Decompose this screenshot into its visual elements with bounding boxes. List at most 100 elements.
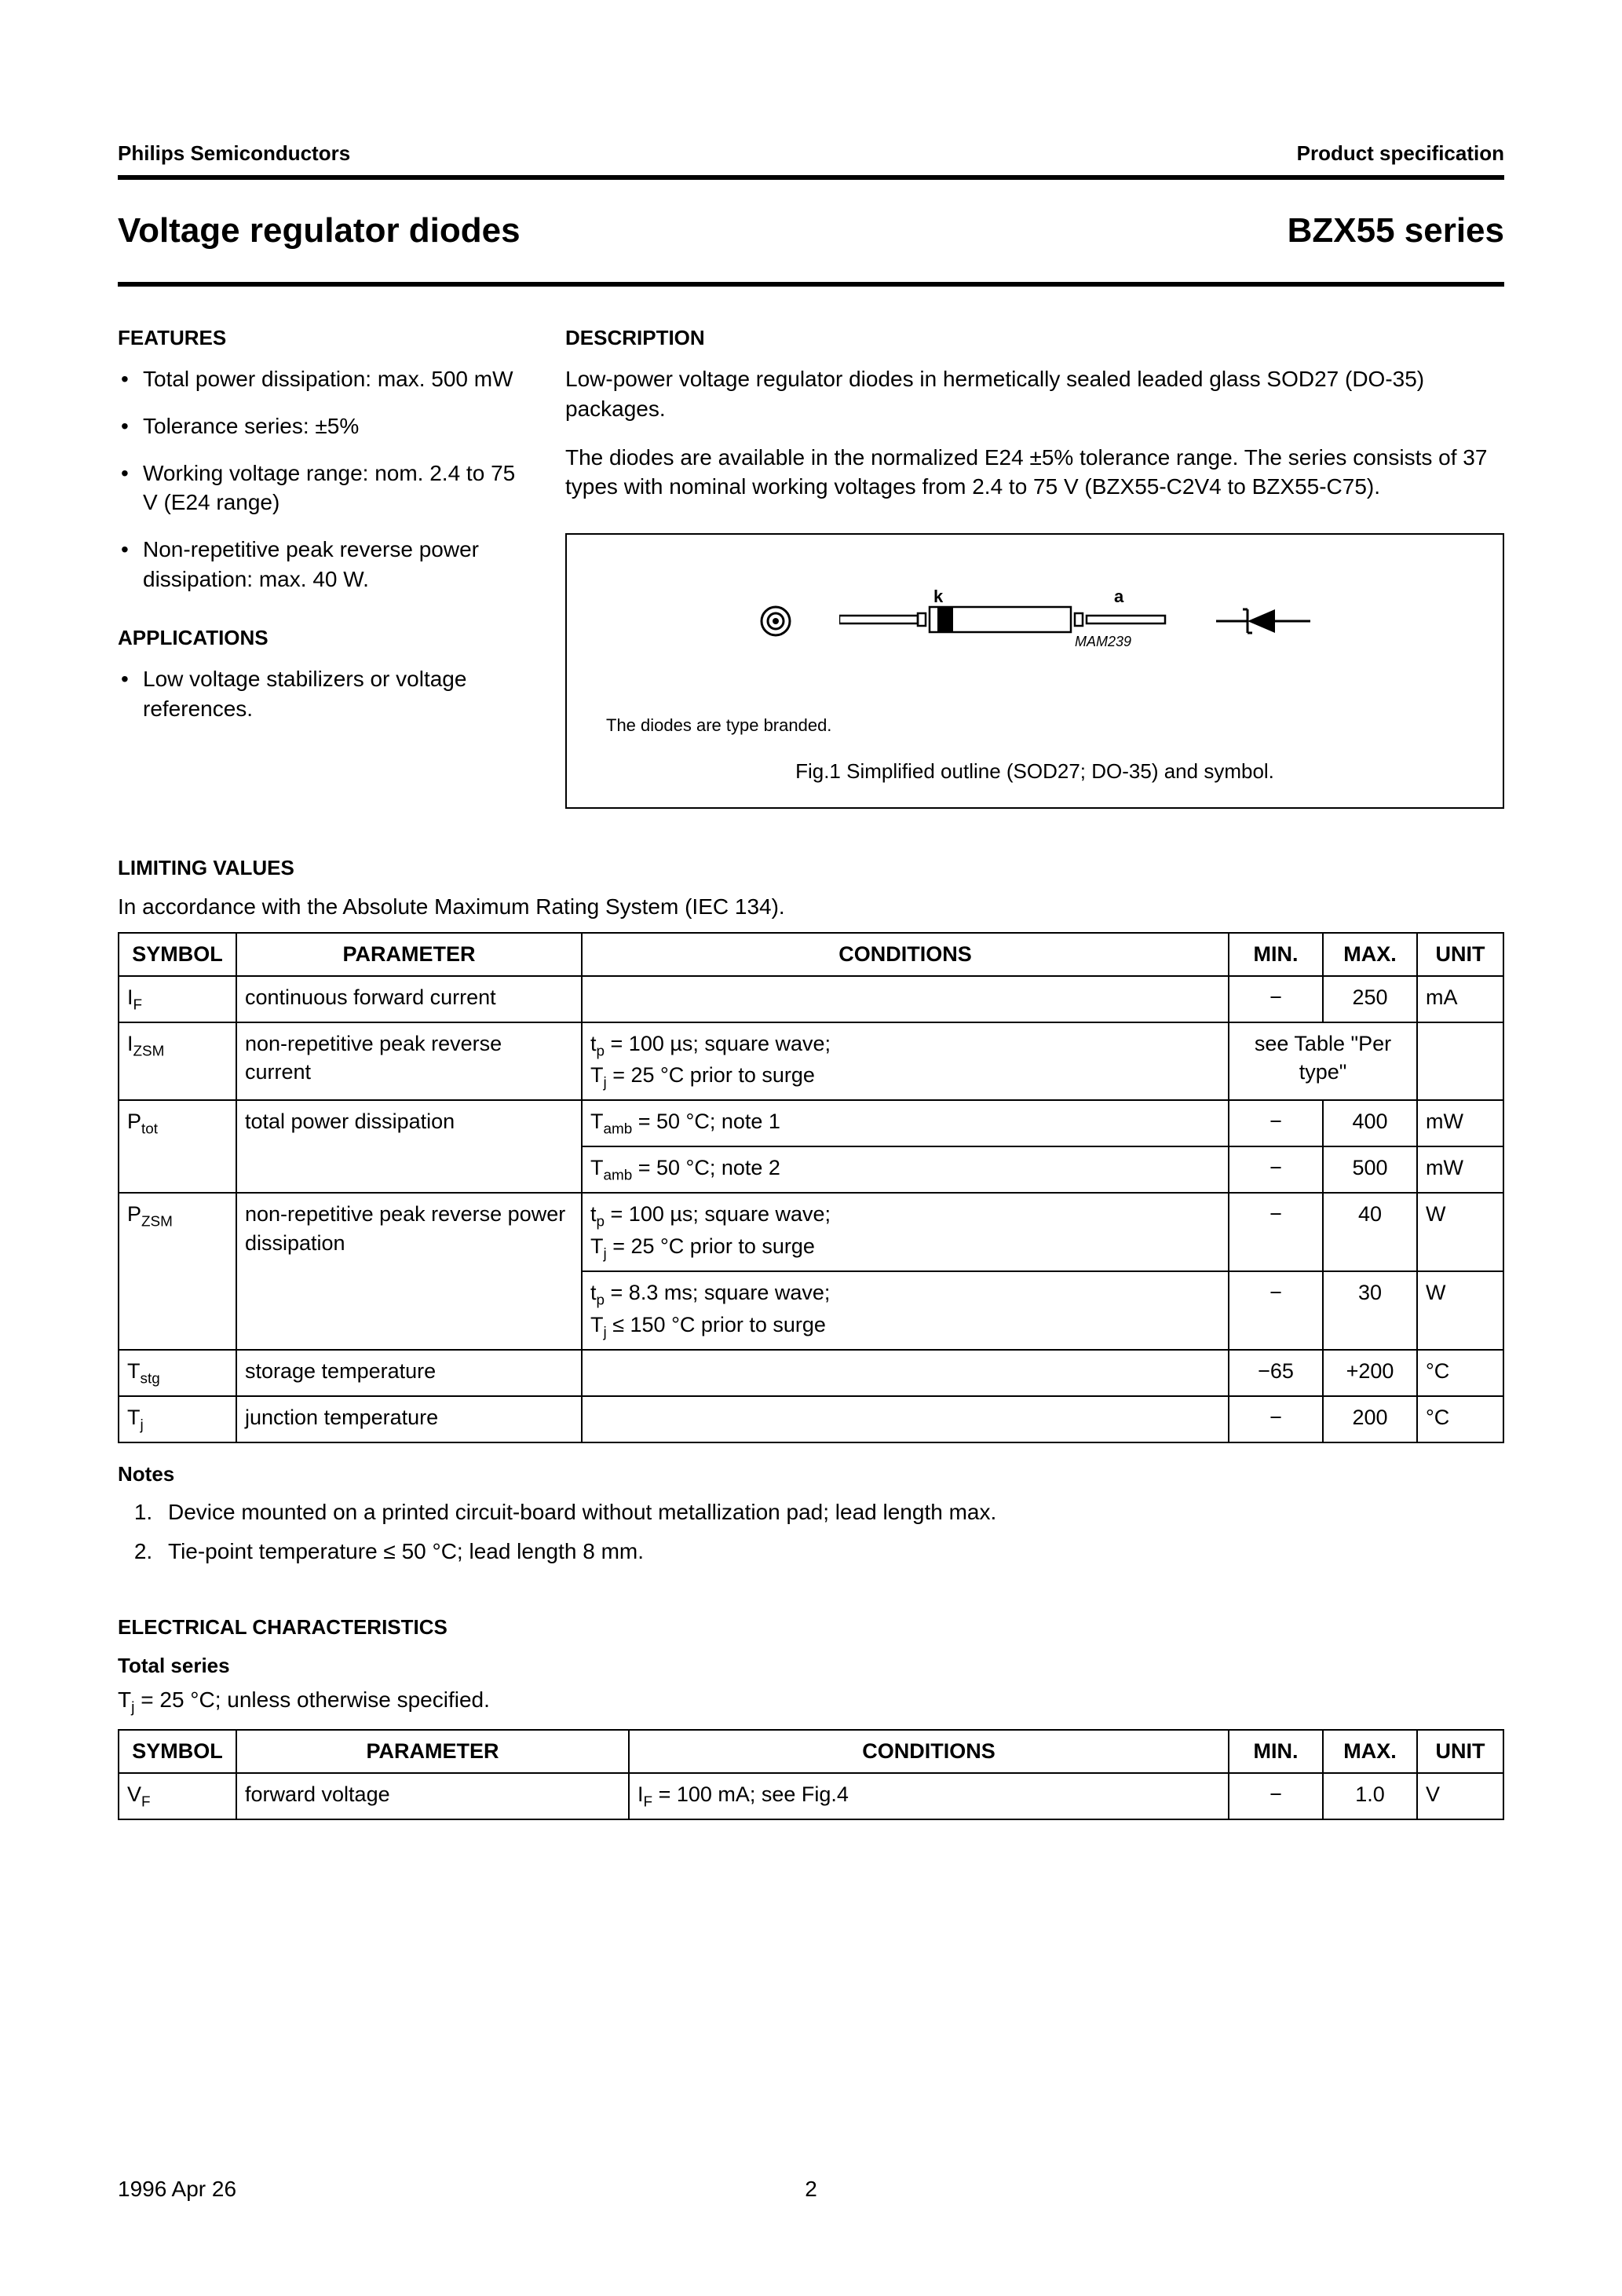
diode-endview-icon (759, 605, 792, 638)
doc-title: Voltage regulator diodes (118, 211, 521, 250)
th-symbol: SYMBOL (119, 1730, 236, 1772)
cell-max: 250 (1323, 976, 1417, 1022)
cell-unit: °C (1417, 1396, 1503, 1442)
title-row: Voltage regulator diodes BZX55 series (118, 180, 1504, 282)
cell-max: 500 (1323, 1146, 1417, 1193)
cell-minmax-merged: see Table "Per type" (1229, 1022, 1417, 1101)
cell-symbol: IZSM (119, 1022, 236, 1101)
footer-date: 1996 Apr 26 (118, 2177, 236, 2202)
a-label: a (1114, 590, 1124, 606)
cell-symbol: VF (119, 1773, 236, 1819)
cell-unit: mW (1417, 1146, 1503, 1193)
cell-unit (1417, 1022, 1503, 1101)
cell-min: − (1229, 1396, 1323, 1442)
cell-max: +200 (1323, 1350, 1417, 1396)
electrical-intro: Tj = 25 °C; unless otherwise specified. (118, 1687, 1504, 1717)
th-conditions: CONDITIONS (629, 1730, 1229, 1772)
cell-param: non-repetitive peak reverse current (236, 1022, 582, 1101)
cell-cond (582, 1350, 1229, 1396)
table-row: IZSM non-repetitive peak reverse current… (119, 1022, 1503, 1101)
table-row: Tj junction temperature − 200 °C (119, 1396, 1503, 1442)
electrical-section: ELECTRICAL CHARACTERISTICS Total series … (118, 1615, 1504, 1820)
cell-symbol: IF (119, 976, 236, 1022)
cell-cond (582, 1396, 1229, 1442)
cell-unit: V (1417, 1773, 1503, 1819)
th-unit: UNIT (1417, 933, 1503, 975)
limiting-heading: LIMITING VALUES (118, 856, 1504, 880)
content-columns: FEATURES Total power dissipation: max. 5… (118, 326, 1504, 809)
cell-symbol: Ptot (119, 1100, 236, 1193)
cell-min: − (1229, 1193, 1323, 1271)
description-p1: Low-power voltage regulator diodes in he… (565, 364, 1504, 424)
notes-heading: Notes (118, 1462, 1504, 1486)
header-right: Product specification (1297, 141, 1504, 166)
cell-param: storage temperature (236, 1350, 582, 1396)
feature-item: Total power dissipation: max. 500 mW (118, 364, 526, 394)
cell-symbol: Tstg (119, 1350, 236, 1396)
table-row: Tstg storage temperature −65 +200 °C (119, 1350, 1503, 1396)
page-header: Philips Semiconductors Product specifica… (118, 141, 1504, 166)
th-conditions: CONDITIONS (582, 933, 1229, 975)
th-min: MIN. (1229, 933, 1323, 975)
figure-note: The diodes are type branded. (606, 715, 1479, 736)
cell-param: forward voltage (236, 1773, 629, 1819)
cell-min: − (1229, 1146, 1323, 1193)
cell-max: 1.0 (1323, 1773, 1417, 1819)
cell-unit: °C (1417, 1350, 1503, 1396)
notes-list: Device mounted on a printed circuit-boar… (118, 1496, 1504, 1568)
k-label: k (933, 590, 944, 606)
features-list: Total power dissipation: max. 500 mW Tol… (118, 364, 526, 594)
cell-symbol: PZSM (119, 1193, 236, 1350)
cell-cond: Tamb = 50 °C; note 2 (582, 1146, 1229, 1193)
table-row: PZSM non-repetitive peak reverse power d… (119, 1193, 1503, 1271)
cell-unit: W (1417, 1271, 1503, 1350)
cell-min: −65 (1229, 1350, 1323, 1396)
electrical-heading: ELECTRICAL CHARACTERISTICS (118, 1615, 1504, 1640)
description-p2: The diodes are available in the normaliz… (565, 443, 1504, 503)
note-item: Tie-point temperature ≤ 50 °C; lead leng… (159, 1535, 1504, 1568)
cell-cond: IF = 100 mA; see Fig.4 (629, 1773, 1229, 1819)
cell-cond: tp = 8.3 ms; square wave;Tj ≤ 150 °C pri… (582, 1271, 1229, 1350)
th-parameter: PARAMETER (236, 1730, 629, 1772)
header-left: Philips Semiconductors (118, 141, 350, 166)
right-column: DESCRIPTION Low-power voltage regulator … (565, 326, 1504, 809)
left-column: FEATURES Total power dissipation: max. 5… (118, 326, 526, 809)
electrical-sub: Total series (118, 1654, 1504, 1678)
figure-ref: MAM239 (1075, 634, 1131, 649)
cell-min: − (1229, 1100, 1323, 1146)
rule-title (118, 282, 1504, 287)
cell-cond (582, 976, 1229, 1022)
table-row: VF forward voltage IF = 100 mA; see Fig.… (119, 1773, 1503, 1819)
th-unit: UNIT (1417, 1730, 1503, 1772)
figure-box: k a MAM239 (565, 533, 1504, 809)
feature-item: Working voltage range: nom. 2.4 to 75 V … (118, 459, 526, 518)
cell-max: 30 (1323, 1271, 1417, 1350)
note-item: Device mounted on a printed circuit-boar… (159, 1496, 1504, 1529)
part-number: BZX55 series (1288, 211, 1504, 250)
zener-symbol-icon (1216, 601, 1310, 641)
description-heading: DESCRIPTION (565, 326, 1504, 350)
cell-max: 200 (1323, 1396, 1417, 1442)
limiting-tbody: IF continuous forward current − 250 mA I… (119, 976, 1503, 1442)
feature-item: Non-repetitive peak reverse power dissip… (118, 535, 526, 594)
feature-item: Tolerance series: ±5% (118, 411, 526, 441)
diode-outline-icon: k a MAM239 (839, 590, 1169, 653)
limiting-intro: In accordance with the Absolute Maximum … (118, 894, 1504, 919)
cell-cond: tp = 100 µs; square wave;Tj = 25 °C prio… (582, 1022, 1229, 1101)
th-symbol: SYMBOL (119, 933, 236, 975)
figure-caption: Fig.1 Simplified outline (SOD27; DO-35) … (590, 759, 1479, 784)
th-min: MIN. (1229, 1730, 1323, 1772)
cell-symbol: Tj (119, 1396, 236, 1442)
cell-param: total power dissipation (236, 1100, 582, 1193)
figure-graphics: k a MAM239 (590, 566, 1479, 692)
cell-param: non-repetitive peak reverse power dissip… (236, 1193, 582, 1350)
cell-unit: mW (1417, 1100, 1503, 1146)
limiting-section: LIMITING VALUES In accordance with the A… (118, 856, 1504, 1567)
th-max: MAX. (1323, 1730, 1417, 1772)
cell-max: 400 (1323, 1100, 1417, 1146)
th-max: MAX. (1323, 933, 1417, 975)
cell-param: junction temperature (236, 1396, 582, 1442)
th-parameter: PARAMETER (236, 933, 582, 975)
cell-param: continuous forward current (236, 976, 582, 1022)
applications-list: Low voltage stabilizers or voltage refer… (118, 664, 526, 724)
